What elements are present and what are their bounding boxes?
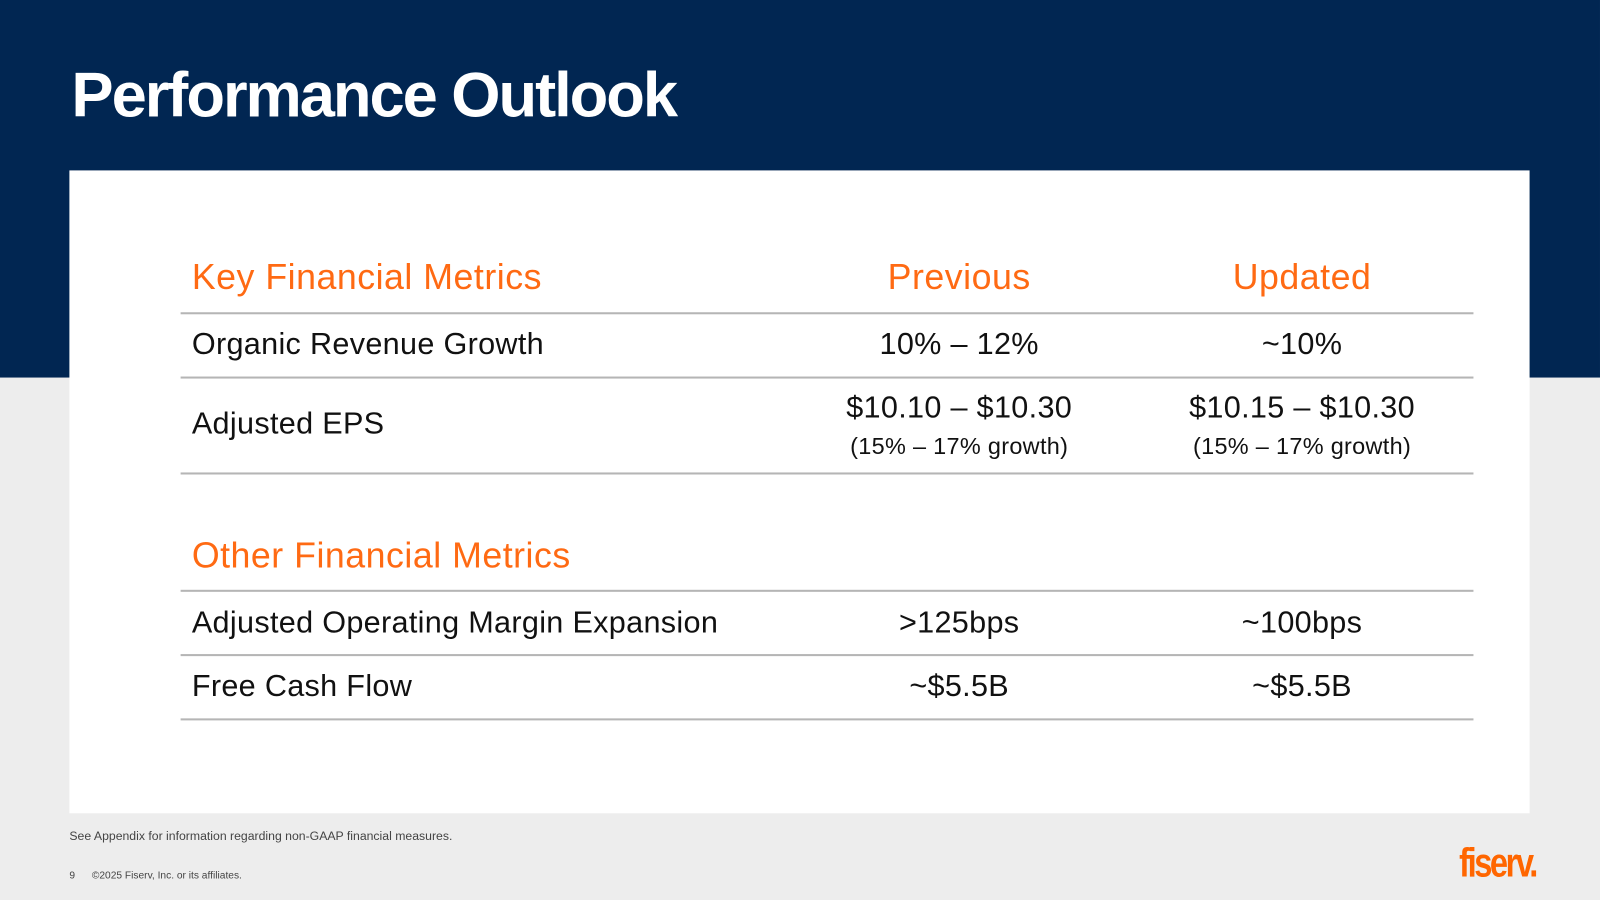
row-previous-sub: (15% – 17% growth) <box>850 432 1069 460</box>
fiserv-logo: fiserv. <box>1459 840 1538 886</box>
page-number: 9 <box>69 870 76 882</box>
row-updated-sub: (15% – 17% growth) <box>1192 432 1412 460</box>
row-label: Organic Revenue Growth <box>191 327 544 362</box>
row-label: Adjusted EPS <box>191 407 385 441</box>
row-updated: ~$5.5B <box>1252 669 1352 704</box>
row-updated: ~100bps <box>1241 606 1363 640</box>
other-metrics-header: Other Financial Metrics <box>191 535 571 576</box>
row-label: Free Cash Flow <box>191 669 413 704</box>
divider <box>180 376 1474 379</box>
footnote: See Appendix for information regarding n… <box>69 828 453 843</box>
row-previous: >125bps <box>898 606 1020 640</box>
page-title: Performance Outlook <box>71 60 678 131</box>
divider <box>180 718 1474 721</box>
content-panel <box>69 170 1530 814</box>
column-header-previous: Previous <box>887 257 1031 297</box>
copyright: ©2025 Fiserv, Inc. or its affiliates. <box>91 870 242 882</box>
row-previous: 10% – 12% <box>879 327 1039 362</box>
row-updated: ~10% <box>1261 327 1343 362</box>
divider <box>180 312 1474 315</box>
row-label: Adjusted Operating Margin Expansion <box>191 606 719 640</box>
divider <box>180 654 1474 657</box>
row-previous: ~$5.5B <box>909 669 1010 704</box>
divider <box>180 472 1474 475</box>
key-metrics-header: Key Financial Metrics <box>191 257 542 297</box>
divider <box>180 589 1474 592</box>
row-updated: $10.15 – $10.30 <box>1189 390 1415 425</box>
column-header-updated: Updated <box>1232 257 1372 297</box>
row-previous: $10.10 – $10.30 <box>846 390 1073 425</box>
